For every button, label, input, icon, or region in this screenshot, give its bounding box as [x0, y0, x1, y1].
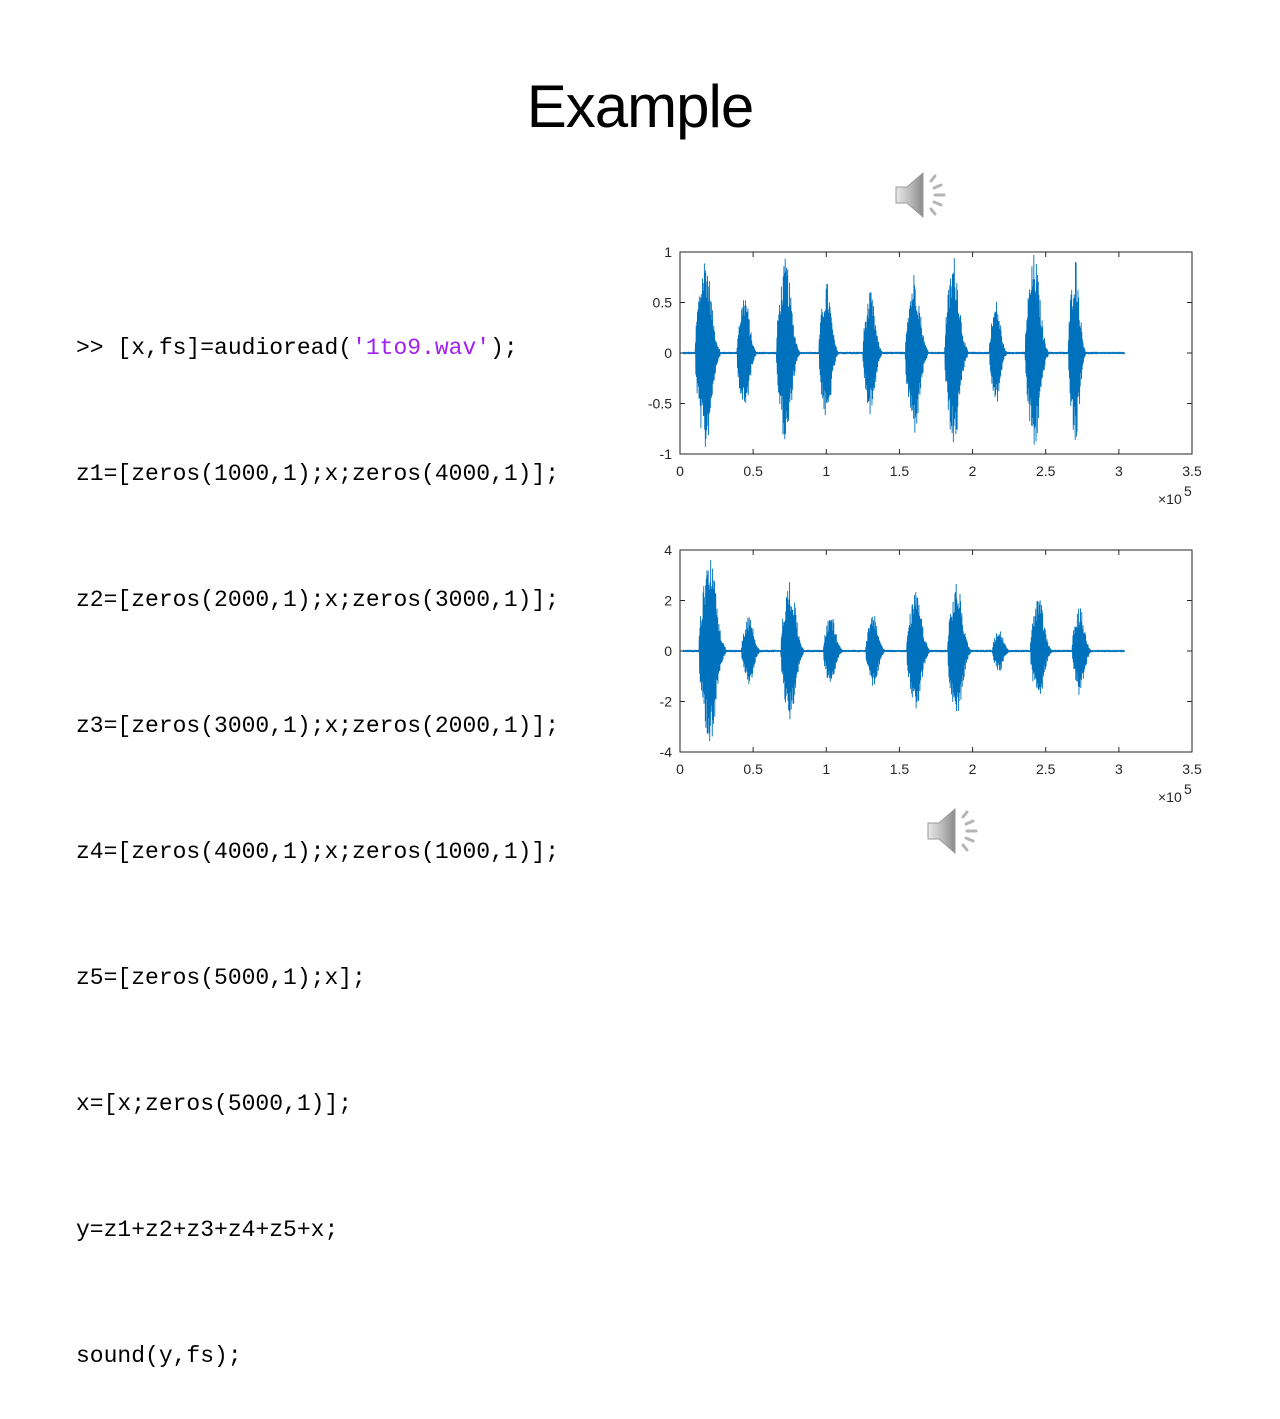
code-listing: >> [x,fs]=audioread('1to9.wav'); z1=[zer…: [76, 243, 559, 1419]
speaker-icon[interactable]: [893, 167, 955, 230]
x-tick-label: 1: [822, 463, 830, 479]
code-line: z4=[zeros(4000,1);x;zeros(1000,1)];: [76, 839, 560, 865]
axes-box: [679, 251, 1193, 455]
x-tick-label: 3.5: [1182, 463, 1202, 479]
speaker-icon[interactable]: [925, 803, 987, 866]
code-line: x=[x;zeros(5000,1)];: [76, 1091, 353, 1117]
x-tick-label: 0.5: [743, 463, 763, 479]
code-text: );: [490, 335, 518, 361]
x-tick-label: 3: [1115, 761, 1123, 777]
x-scale-exponent: 5: [1184, 781, 1192, 797]
x-tick-label: 0.5: [743, 761, 763, 777]
y-tick-label: 4: [664, 542, 672, 558]
x-tick-label: 0: [676, 761, 684, 777]
x-tick-label: 1: [822, 761, 830, 777]
x-tick-label: 2.5: [1036, 463, 1056, 479]
y-tick-label: 0.5: [653, 295, 673, 311]
waveform-plot-sum: 0 0.5 1 1.5 2 2.5 3 3.5 -4 -2 0 2 4 ×10 5: [660, 542, 1202, 805]
y-tick-label: -1: [660, 446, 673, 462]
code-line: z5=[zeros(5000,1);x];: [76, 965, 366, 991]
command-prompt: >>: [76, 335, 104, 361]
x-tick-label: 2: [969, 463, 977, 479]
y-tick-label: 0: [664, 643, 672, 659]
waveform-series: [682, 559, 1126, 741]
code-string-literal: '1to9.wav': [352, 335, 491, 361]
y-tick-label: 1: [664, 244, 672, 260]
x-scale-label: ×10: [1158, 491, 1182, 507]
code-line: >> [x,fs]=audioread('1to9.wav');: [76, 327, 559, 369]
x-tick-label: 1.5: [890, 761, 910, 777]
code-line: sound(y,fs);: [76, 1343, 242, 1369]
code-line: z1=[zeros(1000,1);x;zeros(4000,1)];: [76, 461, 560, 487]
y-tick-label: 2: [664, 593, 672, 609]
x-scale-label: ×10: [1158, 789, 1182, 805]
y-tick-label: -4: [660, 744, 673, 760]
waveform-plot-original: 0 0.5 1 1.5 2 2.5 3 3.5 -1 -0.5 0 0.5 1 ×10 5: [648, 244, 1202, 507]
y-tick-label: -0.5: [648, 396, 672, 412]
slide-title: Example: [526, 73, 754, 140]
x-tick-label: 1.5: [890, 463, 910, 479]
axes-box: [679, 549, 1193, 753]
x-tick-label: 3.5: [1182, 761, 1202, 777]
waveform-series: [682, 254, 1126, 447]
code-line: z3=[zeros(3000,1);x;zeros(2000,1)];: [76, 713, 560, 739]
x-scale-exponent: 5: [1184, 483, 1192, 499]
x-tick-label: 2: [969, 761, 977, 777]
y-tick-label: -2: [660, 694, 673, 710]
x-tick-label: 0: [676, 463, 684, 479]
x-tick-label: 2.5: [1036, 761, 1056, 777]
code-text: [x,fs]=audioread(: [117, 335, 353, 361]
x-tick-label: 3: [1115, 463, 1123, 479]
code-line: z2=[zeros(2000,1);x;zeros(3000,1)];: [76, 587, 560, 613]
y-tick-label: 0: [664, 345, 672, 361]
code-line: y=z1+z2+z3+z4+z5+x;: [76, 1217, 339, 1243]
